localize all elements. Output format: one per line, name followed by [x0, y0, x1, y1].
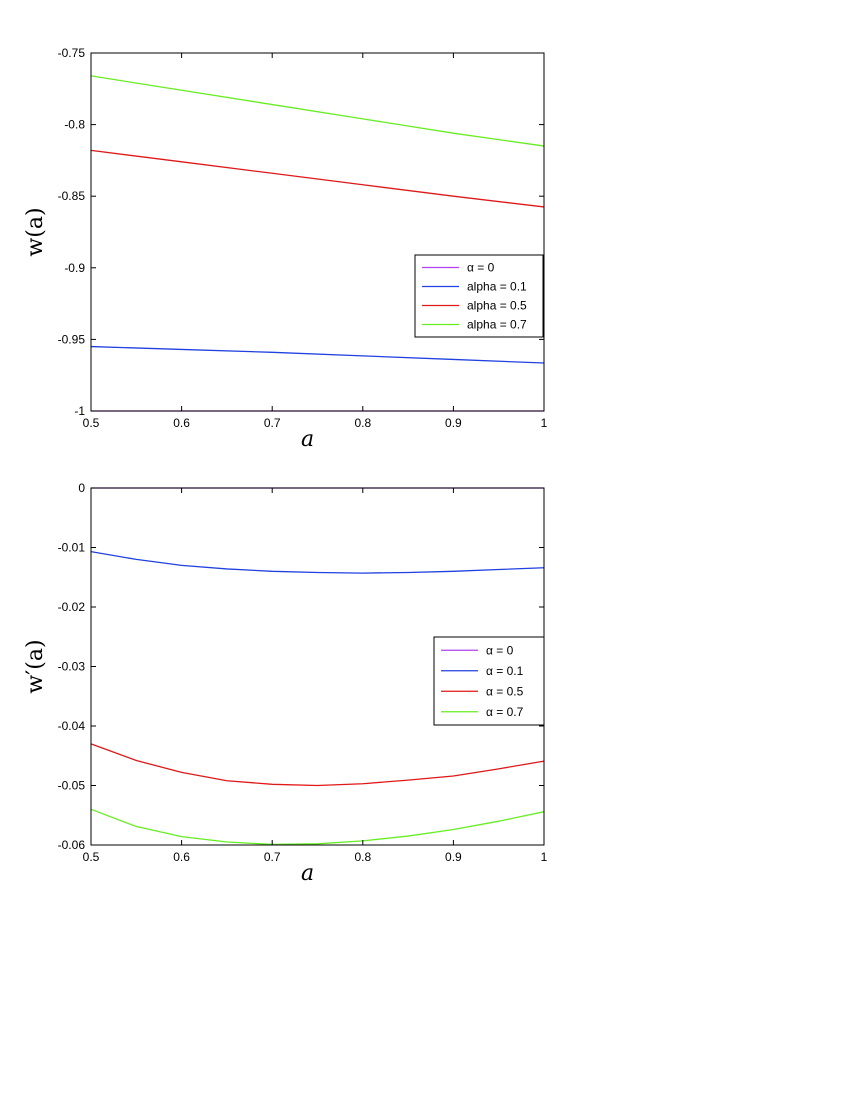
legend-label-2: α = 0.5 — [486, 684, 524, 698]
y-tick-label: -0.03 — [58, 660, 86, 674]
x-tick-label: 0.7 — [264, 850, 281, 864]
y-tick-label: 0 — [78, 481, 85, 495]
x-tick-label: 0.6 — [173, 850, 190, 864]
legend-label-3: alpha = 0.7 — [467, 318, 527, 332]
legend-label-1: alpha = 0.1 — [467, 280, 527, 294]
plot-frame — [90, 52, 545, 412]
y-tick-label: -0.05 — [58, 779, 86, 793]
y-tick-label: -0.06 — [58, 838, 86, 852]
x-tick-label: 0.8 — [354, 416, 371, 430]
legend-label-2: alpha = 0.5 — [467, 299, 527, 313]
y-axis-label: w′(a) — [23, 639, 48, 693]
legend-label-3: α = 0.7 — [486, 705, 524, 719]
x-tick-label: 0.8 — [354, 850, 371, 864]
x-tick-label: 0.9 — [445, 416, 462, 430]
y-tick-label: -1 — [74, 404, 85, 418]
y-tick-label: -0.02 — [58, 600, 86, 614]
legend-box — [433, 636, 545, 726]
series-line-3 — [90, 808, 545, 846]
x-axis-label: a — [301, 861, 314, 886]
y-tick-label: -0.75 — [58, 46, 86, 60]
legend: α = 0 alpha = 0.1 alpha = 0.5 alpha = 0.7 — [414, 254, 544, 338]
chart-w-prime: 0.5 0.6 0.7 0.8 0.9 1 -0.06 -0.05 -0.04 -0.03 -0.0… — [23, 481, 548, 886]
legend-box — [414, 254, 544, 338]
legend-label-0: α = 0 — [486, 643, 514, 657]
x-tick-label: 0.7 — [264, 416, 281, 430]
y-tick-label: -0.8 — [64, 118, 85, 132]
legend: α = 0 α = 0.1 α = 0.5 α = 0.7 — [433, 636, 545, 726]
x-axis-label: a — [301, 427, 314, 452]
y-tick-label: -0.95 — [58, 332, 86, 346]
legend-label-0: α = 0 — [467, 261, 495, 275]
series-line-1 — [90, 345, 545, 364]
x-tick-label: 1 — [541, 850, 548, 864]
series-line-3 — [90, 75, 545, 147]
y-tick-label: -0.01 — [58, 541, 86, 555]
x-tick-label: 0.5 — [83, 416, 100, 430]
y-tick-label: -0.04 — [58, 719, 86, 733]
x-tick-label: 0.9 — [445, 850, 462, 864]
y-tick-label: -0.85 — [58, 189, 86, 203]
legend-label-1: α = 0.1 — [486, 664, 524, 678]
series-line-1 — [90, 551, 545, 574]
y-tick-label: -0.9 — [64, 261, 85, 275]
series-line-2 — [90, 149, 545, 208]
y-axis-label: w(a) — [23, 207, 48, 256]
x-tick-label: 0.5 — [83, 850, 100, 864]
x-tick-label: 1 — [541, 416, 548, 430]
x-tick-label: 0.6 — [173, 416, 190, 430]
chart-w: 0.5 0.6 0.7 0.8 0.9 1 -1 -0.95 -0.9 -0.85 -0.8 -0.7… — [23, 46, 548, 452]
series-line-2 — [90, 743, 545, 787]
